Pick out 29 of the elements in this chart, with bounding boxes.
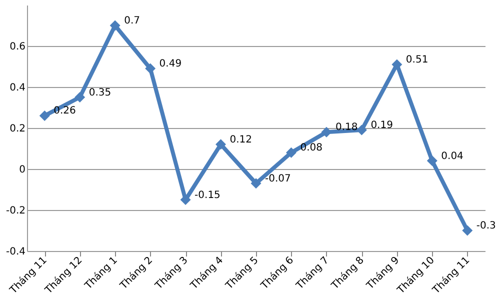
point: [392, 59, 402, 70]
point: [216, 139, 226, 150]
point: [39, 110, 50, 121]
point: [426, 156, 438, 166]
point: [250, 178, 262, 189]
data-label: 0.04: [441, 150, 464, 162]
y-tick-label: 0.4: [10, 82, 26, 94]
y-tick-label: 0.6: [10, 42, 26, 52]
data-label: -0.3: [476, 220, 496, 232]
point: [462, 225, 473, 236]
data-label: 0.12: [230, 134, 252, 146]
point: [286, 147, 296, 158]
data-label: 0.08: [300, 142, 322, 154]
y-tick-label: 0: [19, 164, 26, 176]
point: [321, 126, 332, 138]
data-label: -0.07: [265, 173, 291, 184]
data-label: 0.51: [406, 54, 428, 66]
point: [110, 20, 120, 31]
data-label: 0.19: [370, 120, 393, 132]
y-tick-label: 0.2: [10, 124, 26, 134]
data-label: 0.26: [54, 106, 76, 117]
y-tick-label: -0.4: [6, 246, 26, 258]
point: [74, 92, 86, 102]
data-label: 0.49: [159, 58, 182, 70]
point: [145, 63, 156, 74]
data-label: 0.35: [88, 87, 112, 98]
data-label: 0.7: [124, 16, 140, 26]
y-tick-label: -0.2: [6, 206, 26, 216]
data-label: -0.15: [194, 190, 220, 201]
